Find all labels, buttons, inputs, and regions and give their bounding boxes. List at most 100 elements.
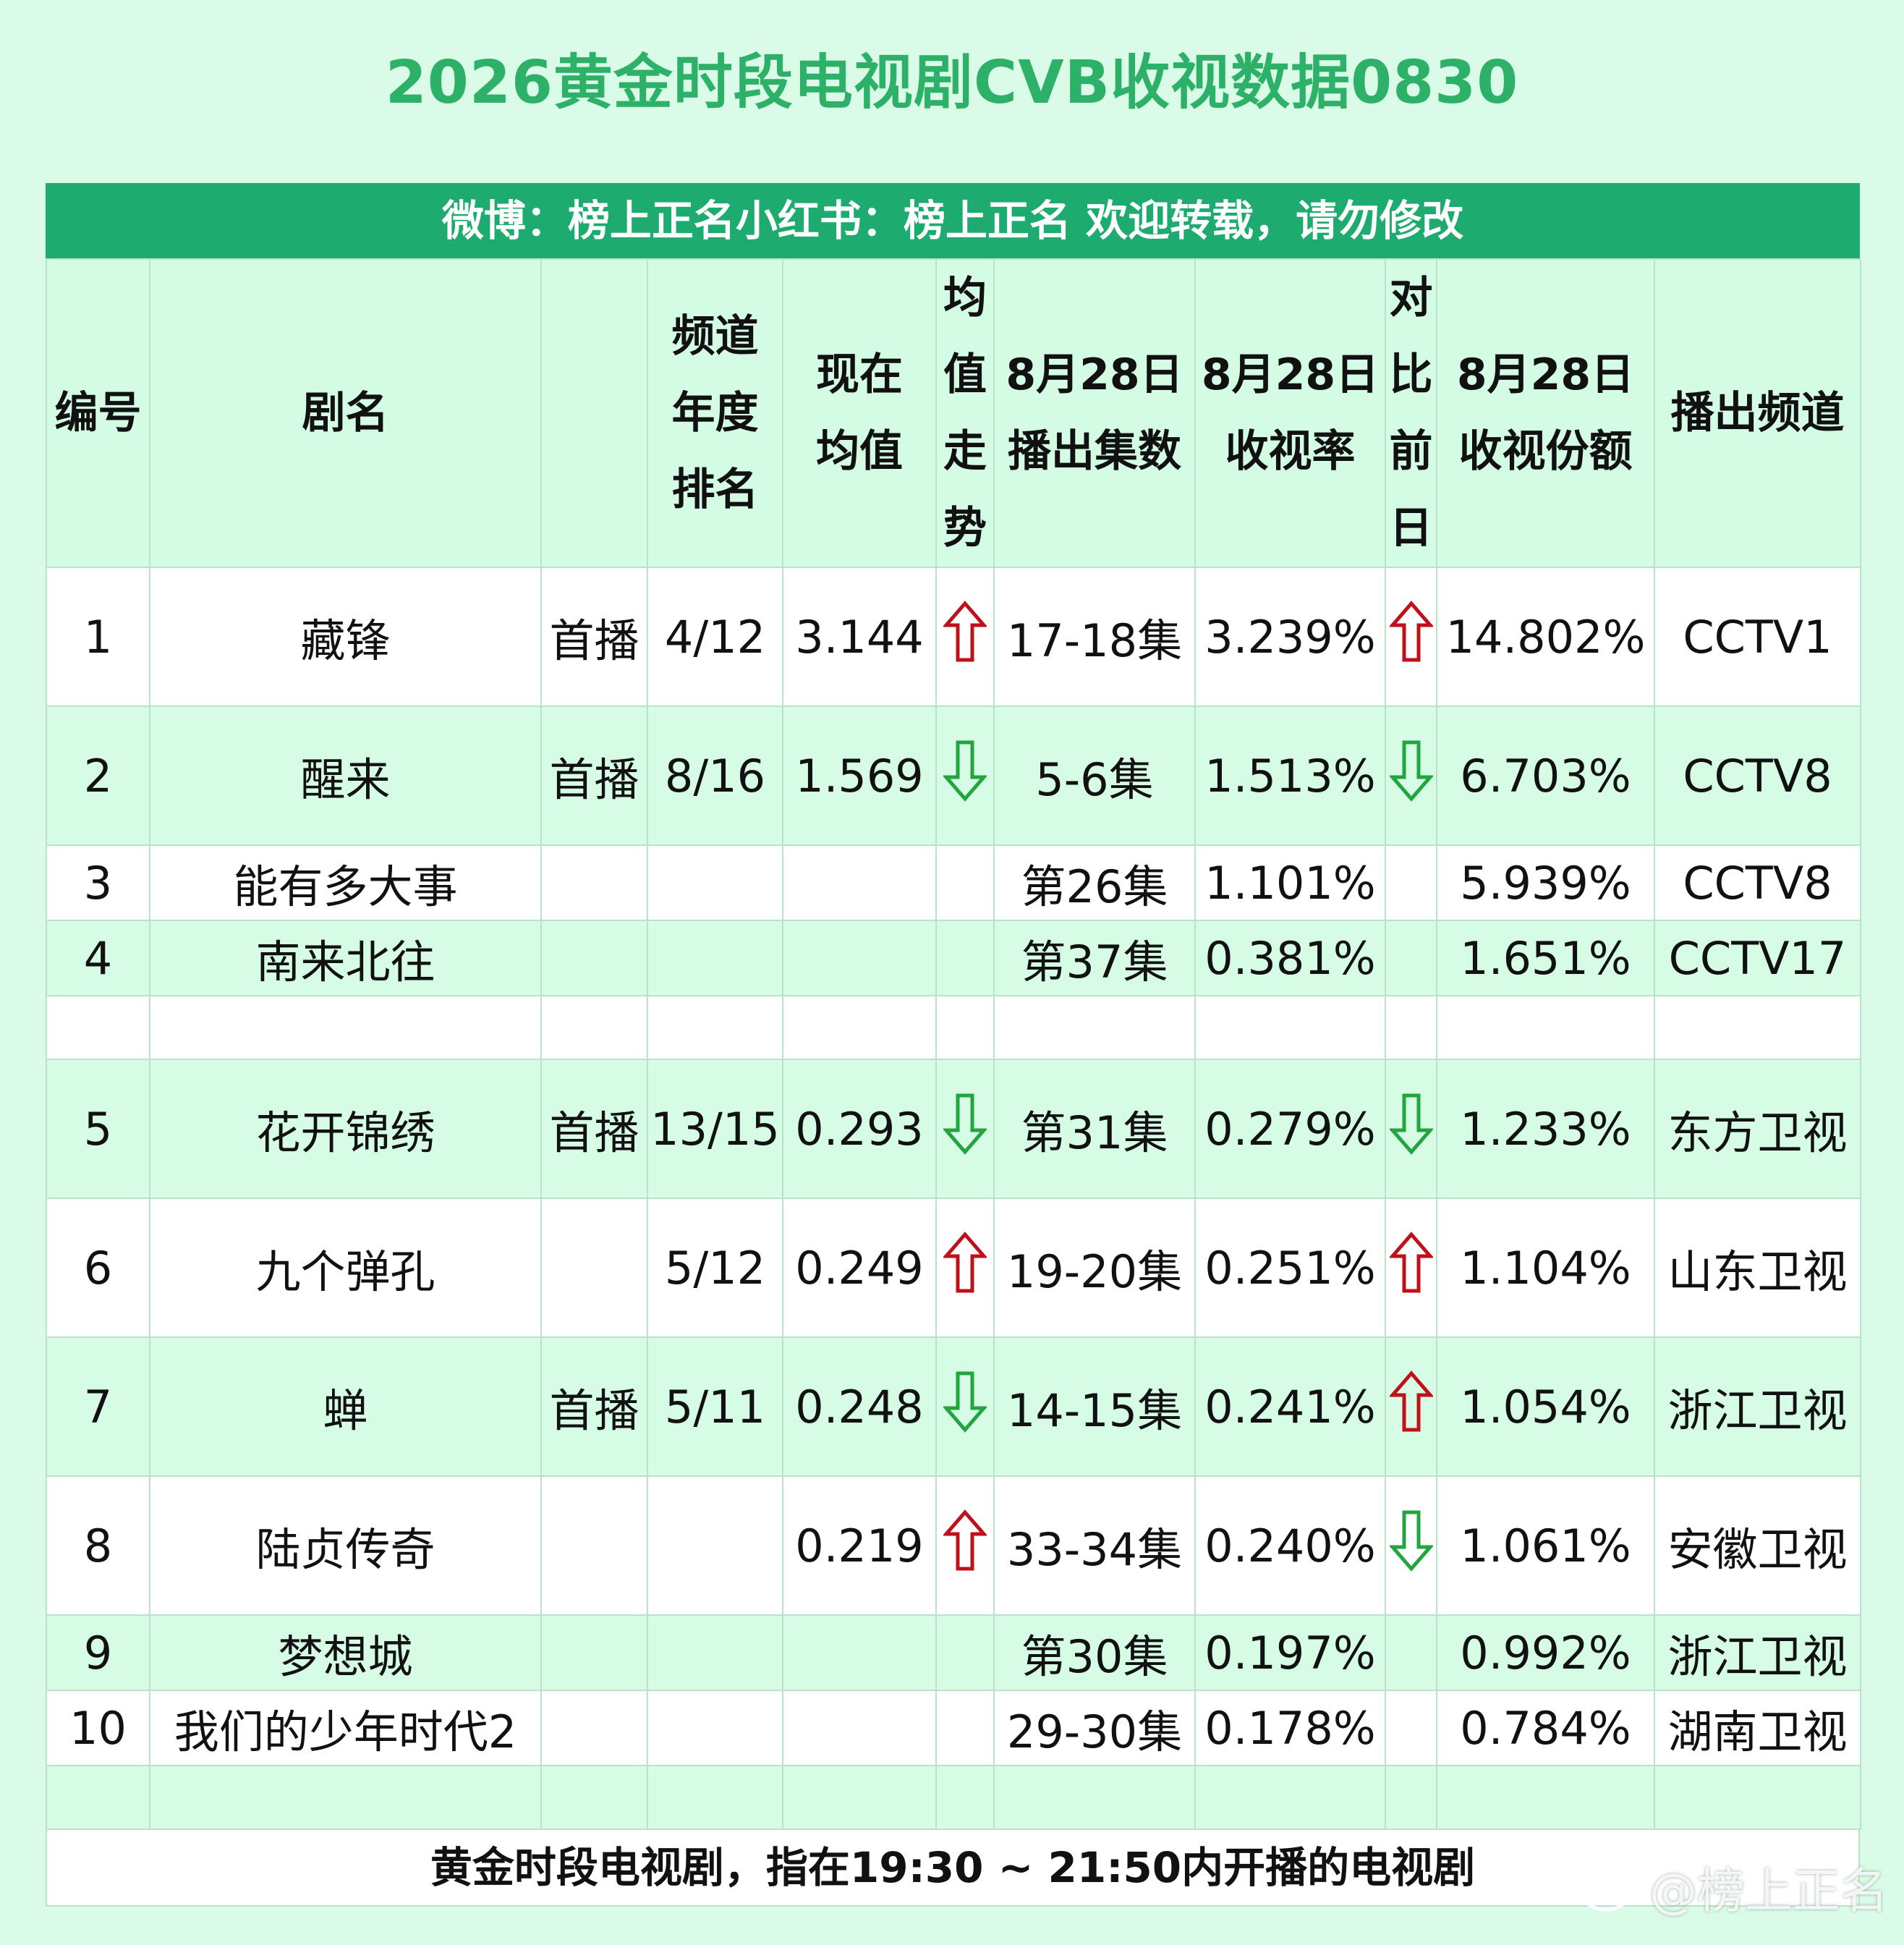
rating-cell: 0.251% xyxy=(1194,1198,1386,1338)
show-name-cell: 南来北往 xyxy=(149,920,542,996)
channel-cell: CCTV17 xyxy=(1654,920,1861,996)
weibo-watermark: @榜上正名 xyxy=(1578,1858,1888,1919)
empty-cell xyxy=(1654,1765,1861,1830)
rank-cell: 5 xyxy=(46,1059,150,1199)
rank-cell: 1 xyxy=(46,567,150,707)
avg-trend-cell xyxy=(935,1690,995,1766)
avg-trend-cell xyxy=(935,1059,995,1199)
page-title: 2026黄金时段电视剧CVB收视数据0830 xyxy=(385,48,1519,117)
empty-cell xyxy=(782,995,937,1060)
show-name-cell: 花开锦绣 xyxy=(149,1059,542,1199)
compare-cell xyxy=(1385,1690,1437,1766)
table-row: 4 南来北往 第37集 0.381% 1.651% CCTV17 xyxy=(46,920,1861,996)
avg-cell: 0.249 xyxy=(782,1198,937,1338)
avg-trend-cell xyxy=(935,1336,995,1477)
ratings-table-container: 微博：榜上正名小红书：榜上正名 欢迎转载，请勿修改 编号 剧名 频道年度排名 现… xyxy=(46,183,1861,1907)
rank-cell: 4 xyxy=(46,920,150,996)
spacer-row xyxy=(46,995,1861,1060)
empty-cell xyxy=(1654,995,1861,1060)
share-cell: 0.784% xyxy=(1436,1690,1655,1766)
rank-cell: 9 xyxy=(46,1614,150,1691)
table-row: 1 藏锋 首播 4/12 3.144 17-18集 3.239% 14.802% CCTV1 xyxy=(46,567,1861,707)
spacer-row xyxy=(46,1765,1861,1830)
rating-cell: 0.178% xyxy=(1194,1690,1386,1766)
compare-cell xyxy=(1385,1614,1437,1691)
empty-cell xyxy=(46,995,150,1060)
avg-trend-cell xyxy=(935,1475,995,1616)
header-avg-trend: 均值走势 xyxy=(935,258,995,568)
rank-cell: 3 xyxy=(46,844,150,921)
channel-rank-cell xyxy=(647,1690,783,1766)
channel-rank-cell xyxy=(647,844,783,921)
avg-cell: 1.569 xyxy=(782,705,937,846)
compare-cell xyxy=(1385,1059,1437,1199)
compare-cell xyxy=(1385,567,1437,707)
header-share: 8月28日收视份额 xyxy=(1436,258,1655,568)
channel-cell: 湖南卫视 xyxy=(1654,1690,1861,1766)
empty-cell xyxy=(1385,995,1437,1060)
premiere-cell: 首播 xyxy=(540,1059,648,1199)
episodes-cell: 19-20集 xyxy=(993,1198,1196,1338)
empty-cell xyxy=(935,1765,995,1830)
episodes-cell: 第31集 xyxy=(993,1059,1196,1199)
compare-cell xyxy=(1385,1198,1437,1338)
empty-cell xyxy=(149,1765,542,1830)
channel-rank-cell: 5/12 xyxy=(647,1198,783,1338)
premiere-cell xyxy=(540,1690,648,1766)
down-arrow-icon xyxy=(943,740,987,802)
channel-cell: 浙江卫视 xyxy=(1654,1614,1861,1691)
episodes-cell: 第26集 xyxy=(993,844,1196,921)
avg-trend-cell xyxy=(935,1198,995,1338)
down-arrow-icon xyxy=(1389,1510,1433,1572)
header-rank: 编号 xyxy=(46,258,150,568)
table-row: 5 花开锦绣 首播 13/15 0.293 第31集 0.279% 1.233% 东方卫视 xyxy=(46,1059,1861,1199)
episodes-cell: 33-34集 xyxy=(993,1475,1196,1616)
empty-cell xyxy=(149,995,542,1060)
rank-cell: 2 xyxy=(46,705,150,846)
channel-cell: CCTV8 xyxy=(1654,705,1861,846)
down-arrow-icon xyxy=(943,1371,987,1433)
header-channel-rank: 频道年度排名 xyxy=(647,258,783,568)
compare-cell xyxy=(1385,844,1437,921)
avg-cell xyxy=(782,844,937,921)
watermark-text: @榜上正名 xyxy=(1649,1863,1888,1919)
share-cell: 5.939% xyxy=(1436,844,1655,921)
show-name-cell: 九个弹孔 xyxy=(149,1198,542,1338)
header-avg: 现在均值 xyxy=(782,258,937,568)
table-banner: 微博：榜上正名小红书：榜上正名 欢迎转载，请勿修改 xyxy=(46,183,1860,258)
table-row: 8 陆贞传奇 0.219 33-34集 0.240% 1.061% 安徽卫视 xyxy=(46,1475,1861,1616)
channel-cell: 浙江卫视 xyxy=(1654,1336,1861,1477)
show-name-cell: 醒来 xyxy=(149,705,542,846)
episodes-cell: 5-6集 xyxy=(993,705,1196,846)
down-arrow-icon xyxy=(943,1093,987,1155)
channel-cell: 东方卫视 xyxy=(1654,1059,1861,1199)
compare-cell xyxy=(1385,705,1437,846)
empty-cell xyxy=(935,995,995,1060)
rating-cell: 0.381% xyxy=(1194,920,1386,996)
channel-cell: CCTV1 xyxy=(1654,567,1861,707)
avg-cell xyxy=(782,920,937,996)
channel-cell: 山东卫视 xyxy=(1654,1198,1861,1338)
rating-cell: 1.513% xyxy=(1194,705,1386,846)
empty-cell xyxy=(993,1765,1196,1830)
premiere-cell: 首播 xyxy=(540,567,648,707)
header-name: 剧名 xyxy=(149,258,542,568)
table-row: 7 蝉首播 5/11 0.248 14-15集 0.241% 1.054% 浙江卫视 xyxy=(46,1336,1861,1477)
channel-rank-cell: 13/15 xyxy=(647,1059,783,1199)
table-row: 2 醒来 首播 8/16 1.569 5-6集 1.513% 6.703% CCTV8 xyxy=(46,705,1861,846)
empty-cell xyxy=(1194,995,1386,1060)
avg-cell: 0.248 xyxy=(782,1336,937,1477)
table-row: 10 我们的少年时代2 29-30集 0.178% 0.784% 湖南卫视 xyxy=(46,1690,1861,1766)
avg-trend-cell xyxy=(935,705,995,846)
up-arrow-icon xyxy=(943,1509,987,1570)
rank-cell: 6 xyxy=(46,1198,150,1338)
up-arrow-icon xyxy=(1389,1370,1433,1431)
empty-cell xyxy=(46,1765,150,1830)
header-channel: 播出频道 xyxy=(1654,258,1861,568)
channel-cell: 安徽卫视 xyxy=(1654,1475,1861,1616)
rating-cell: 0.240% xyxy=(1194,1475,1386,1616)
premiere-cell xyxy=(540,1475,648,1616)
episodes-cell: 第30集 xyxy=(993,1614,1196,1691)
table-row: 9 梦想城 第30集 0.197% 0.992% 浙江卫视 xyxy=(46,1614,1861,1691)
empty-cell xyxy=(647,995,783,1060)
